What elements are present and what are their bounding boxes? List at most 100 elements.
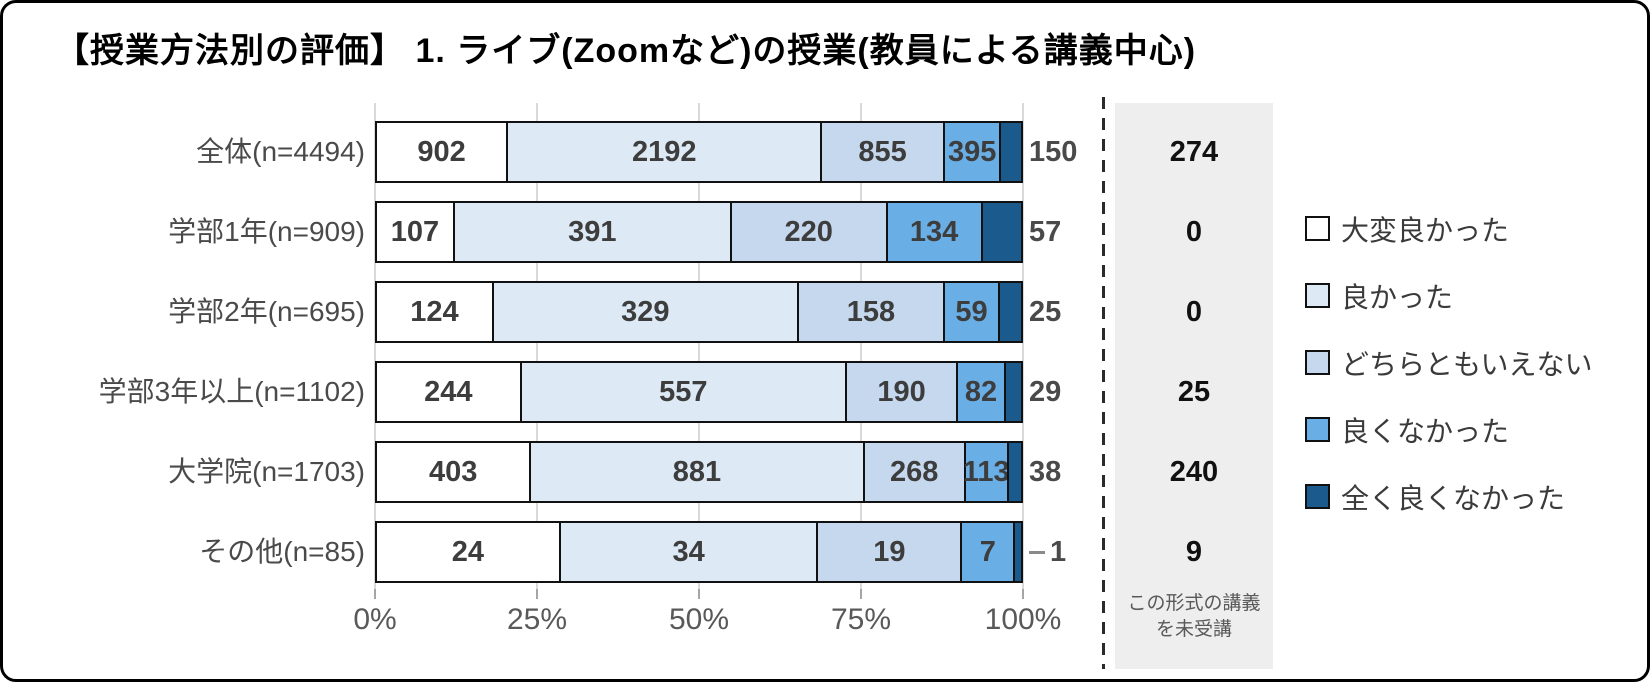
legend-item-neutral: どちらともいえない <box>1305 329 1592 396</box>
segment-value-label: 24 <box>451 535 485 568</box>
outside-value-label: 25 <box>1029 294 1061 330</box>
legend-label: どちらともいえない <box>1341 348 1593 380</box>
legend-label: 全く良くなかった <box>1341 482 1566 514</box>
row-label: その他(n=85) <box>199 536 365 567</box>
outside-value: 38 <box>1029 456 1062 488</box>
bar-segment-good: 557 <box>519 363 846 421</box>
plot-area: 0% 25% 50% 75% 100% 902 2192 855 395 107 391 220 134… <box>353 103 1061 636</box>
segment-value-label: 902 <box>417 135 466 168</box>
bar-segment-neutral: 220 <box>729 203 886 261</box>
row-label: 学部1年(n=909) <box>168 216 365 247</box>
bar-segment-neutral: 190 <box>845 363 957 421</box>
legend-swatch-neutral <box>1305 350 1330 375</box>
legend-item-not-good: 良くなかった <box>1305 396 1592 463</box>
outside-value-label: 150 <box>1029 134 1077 170</box>
legend-swatch-good <box>1305 283 1330 308</box>
outside-value-label: 38 <box>1029 454 1061 490</box>
legend-label: 大変良かった <box>1341 214 1510 246</box>
segment-value-label: 395 <box>947 135 997 168</box>
not-attended-value: 274 <box>1169 136 1219 168</box>
legend-item-good: 良かった <box>1305 262 1592 329</box>
bar-segment-very-good: 124 <box>377 283 492 341</box>
bar-segment-good: 34 <box>558 523 817 581</box>
gridline <box>1022 103 1024 589</box>
legend-swatch-not-good-at-all <box>1305 484 1330 509</box>
bar-segment-very-good: 107 <box>377 203 453 261</box>
row-label: 学部3年以上(n=1102) <box>98 376 365 407</box>
segment-value-label: 881 <box>672 455 722 488</box>
segment-value-label: 244 <box>424 375 473 408</box>
gridline <box>860 103 862 589</box>
segment-value-label: 59 <box>955 295 988 328</box>
outside-value-label: 57 <box>1029 214 1061 250</box>
bar-segment-not-good: 59 <box>943 283 998 341</box>
legend-label: 良くなかった <box>1341 415 1510 447</box>
segment-value-label: 329 <box>621 295 670 328</box>
bar-segment-good: 329 <box>491 283 797 341</box>
bar-segment-not-good-at-all <box>1013 523 1021 581</box>
not-attended-value: 9 <box>1185 536 1203 568</box>
bar-segment-not-good-at-all <box>1004 363 1021 421</box>
segment-value-label: 190 <box>877 375 926 408</box>
bar-segment-not-good: 113 <box>962 443 1010 501</box>
x-tick-label: 75% <box>830 603 892 636</box>
not-attended-panel <box>1115 103 1273 669</box>
legend-item-very-good: 大変良かった <box>1305 195 1592 262</box>
outside-value: 1 <box>1050 536 1067 568</box>
segment-value-label: 113 <box>962 455 1010 488</box>
bar-segment-not-good: 82 <box>956 363 1005 421</box>
segment-value-label: 34 <box>672 535 705 568</box>
segment-value-label: 2192 <box>632 135 697 168</box>
chart-title: 【授業方法別の評価】 1. ライブ(Zoomなど)の授業(教員による講義中心) <box>55 32 1197 70</box>
bar-segment-not-good: 395 <box>942 123 1000 181</box>
bar-row: 24 34 19 7 <box>375 521 1023 583</box>
bar-segment-very-good: 24 <box>377 523 559 581</box>
outside-value: 150 <box>1029 136 1078 168</box>
not-attended-value: 0 <box>1185 216 1203 248</box>
not-attended-value: 240 <box>1169 456 1219 488</box>
bar-segment-good: 881 <box>529 443 863 501</box>
x-tick-label: 100% <box>984 603 1062 636</box>
bar-segment-good: 391 <box>452 203 730 261</box>
row-label: 学部2年(n=695) <box>168 296 365 327</box>
not-attended-value: 25 <box>1177 376 1211 408</box>
x-axis-tick <box>860 589 862 599</box>
outside-value-label: 29 <box>1029 374 1061 410</box>
row-label: 全体(n=4494) <box>196 136 365 167</box>
gridline <box>374 103 376 589</box>
not-attended-caption-line2: を未受講 <box>1155 619 1232 640</box>
x-tick-label: 25% <box>506 603 568 636</box>
segment-value-label: 557 <box>659 375 708 408</box>
bar-segment-not-good-at-all <box>999 123 1021 181</box>
legend-item-not-good-at-all: 全く良くなかった <box>1305 463 1592 530</box>
segment-value-label: 134 <box>909 215 959 248</box>
bar-row: 107 391 220 134 <box>375 201 1023 263</box>
segment-value-label: 855 <box>858 135 907 168</box>
segment-value-label: 19 <box>873 535 906 568</box>
legend: 大変良かった良かったどちらともいえない 良くなかった全く良くなかった <box>1305 195 1592 530</box>
bar-segment-neutral: 19 <box>816 523 961 581</box>
bar-segment-good: 2192 <box>506 123 821 181</box>
not-attended-value: 0 <box>1185 296 1203 328</box>
segment-value-label: 124 <box>410 295 459 328</box>
bar-segment-not-good-at-all <box>1006 443 1021 501</box>
segment-value-label: 107 <box>390 215 440 248</box>
segment-value-label: 391 <box>568 215 617 248</box>
bar-segment-not-good: 134 <box>885 203 981 261</box>
gridline <box>536 103 538 589</box>
segment-value-label: 158 <box>846 295 896 328</box>
x-tick-label: 0% <box>353 603 397 636</box>
segment-value-label: 268 <box>890 455 939 488</box>
gridline <box>698 103 700 589</box>
bar-segment-neutral: 855 <box>820 123 943 181</box>
bar-segment-not-good-at-all <box>980 203 1021 261</box>
not-attended-caption: この形式の講義 を未受講 <box>1107 591 1281 643</box>
segment-value-label: 403 <box>429 455 478 488</box>
x-axis-tick <box>374 589 376 599</box>
x-axis-tick <box>1022 589 1024 599</box>
bar-segment-neutral: 268 <box>862 443 964 501</box>
x-tick-label: 50% <box>668 603 730 636</box>
x-axis-tick <box>698 589 700 599</box>
bar-segment-very-good: 244 <box>377 363 520 421</box>
